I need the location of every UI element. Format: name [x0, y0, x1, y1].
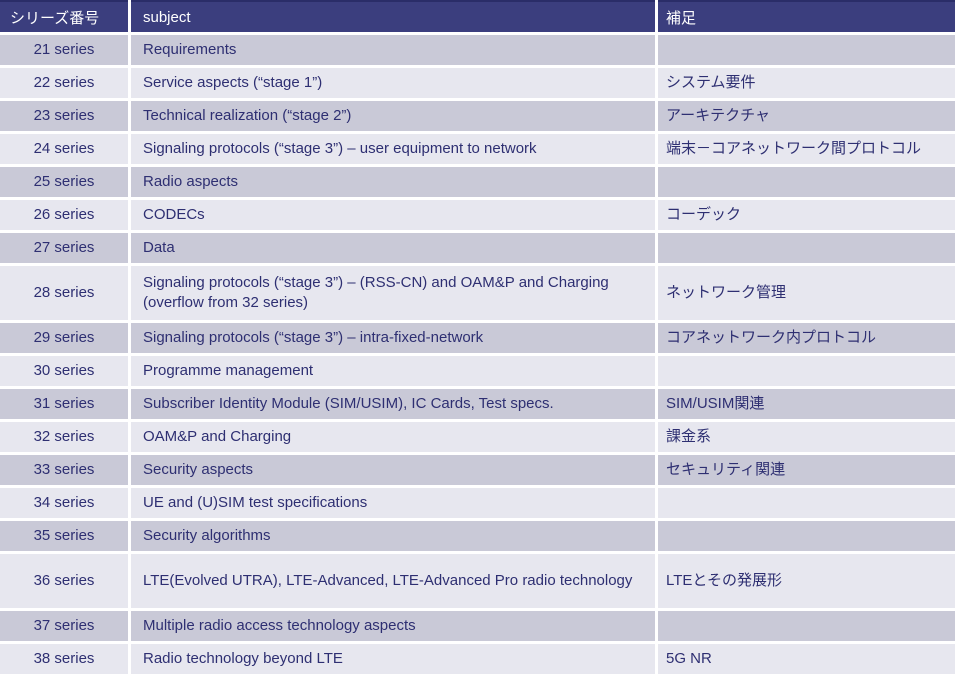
table-row: 36 series LTE(Evolved UTRA), LTE-Advance…: [0, 554, 955, 608]
note-cell: LTEとその発展形: [658, 554, 955, 608]
series-cell: 27 series: [0, 233, 128, 263]
table-body: 21 series Requirements 22 series Service…: [0, 35, 955, 674]
subject-cell: UE and (U)SIM test specifications: [131, 488, 655, 518]
table-row: 33 series Security aspects セキュリティ関連: [0, 455, 955, 485]
subject-cell: Radio technology beyond LTE: [131, 644, 655, 674]
series-cell: 38 series: [0, 644, 128, 674]
series-cell: 23 series: [0, 101, 128, 131]
table-row: 21 series Requirements: [0, 35, 955, 65]
subject-cell: OAM&P and Charging: [131, 422, 655, 452]
table-row: 29 series Signaling protocols (“stage 3”…: [0, 323, 955, 353]
series-cell: 21 series: [0, 35, 128, 65]
note-cell: [658, 521, 955, 551]
series-cell: 33 series: [0, 455, 128, 485]
series-cell: 34 series: [0, 488, 128, 518]
series-cell: 32 series: [0, 422, 128, 452]
note-cell: [658, 488, 955, 518]
series-cell: 31 series: [0, 389, 128, 419]
table-header: シリーズ番号 subject 補足: [0, 0, 955, 32]
subject-cell: Signaling protocols (“stage 3”) – (RSS-C…: [131, 266, 655, 320]
series-cell: 22 series: [0, 68, 128, 98]
note-cell: コアネットワーク内プロトコル: [658, 323, 955, 353]
note-cell: 端末－コアネットワーク間プロトコル: [658, 134, 955, 164]
table-row: 34 series UE and (U)SIM test specificati…: [0, 488, 955, 518]
table-row: 37 series Multiple radio access technolo…: [0, 611, 955, 641]
note-cell: [658, 35, 955, 65]
subject-cell: Technical realization (“stage 2”): [131, 101, 655, 131]
subject-cell: Multiple radio access technology aspects: [131, 611, 655, 641]
series-cell: 26 series: [0, 200, 128, 230]
subject-cell: Programme management: [131, 356, 655, 386]
subject-cell: Security aspects: [131, 455, 655, 485]
note-cell: セキュリティ関連: [658, 455, 955, 485]
table-row: 26 series CODECs コーデック: [0, 200, 955, 230]
table-row: 24 series Signaling protocols (“stage 3”…: [0, 134, 955, 164]
subject-cell: Security algorithms: [131, 521, 655, 551]
subject-cell: Signaling protocols (“stage 3”) – intra-…: [131, 323, 655, 353]
series-cell: 37 series: [0, 611, 128, 641]
table-row: 35 series Security algorithms: [0, 521, 955, 551]
table-row: 32 series OAM&P and Charging 課金系: [0, 422, 955, 452]
subject-cell: Radio aspects: [131, 167, 655, 197]
subject-cell: Signaling protocols (“stage 3”) – user e…: [131, 134, 655, 164]
note-cell: 5G NR: [658, 644, 955, 674]
note-cell: [658, 167, 955, 197]
header-subject: subject: [131, 0, 655, 32]
subject-cell: Requirements: [131, 35, 655, 65]
table-row: 31 series Subscriber Identity Module (SI…: [0, 389, 955, 419]
series-cell: 25 series: [0, 167, 128, 197]
note-cell: [658, 611, 955, 641]
series-cell: 35 series: [0, 521, 128, 551]
header-row: シリーズ番号 subject 補足: [0, 0, 955, 32]
header-note: 補足: [658, 0, 955, 32]
table-row: 38 series Radio technology beyond LTE 5G…: [0, 644, 955, 674]
table-row: 22 series Service aspects (“stage 1”) シス…: [0, 68, 955, 98]
subject-cell: LTE(Evolved UTRA), LTE-Advanced, LTE-Adv…: [131, 554, 655, 608]
subject-cell: Data: [131, 233, 655, 263]
note-cell: [658, 233, 955, 263]
note-cell: [658, 356, 955, 386]
note-cell: アーキテクチャ: [658, 101, 955, 131]
series-cell: 36 series: [0, 554, 128, 608]
note-cell: システム要件: [658, 68, 955, 98]
note-cell: SIM/USIM関連: [658, 389, 955, 419]
table-row: 28 series Signaling protocols (“stage 3”…: [0, 266, 955, 320]
note-cell: コーデック: [658, 200, 955, 230]
table-row: 23 series Technical realization (“stage …: [0, 101, 955, 131]
subject-cell: CODECs: [131, 200, 655, 230]
header-series-number: シリーズ番号: [0, 0, 128, 32]
series-cell: 29 series: [0, 323, 128, 353]
subject-cell: Service aspects (“stage 1”): [131, 68, 655, 98]
subject-cell: Subscriber Identity Module (SIM/USIM), I…: [131, 389, 655, 419]
series-cell: 24 series: [0, 134, 128, 164]
table-row: 30 series Programme management: [0, 356, 955, 386]
series-cell: 28 series: [0, 266, 128, 320]
table-row: 27 series Data: [0, 233, 955, 263]
table-row: 25 series Radio aspects: [0, 167, 955, 197]
note-cell: 課金系: [658, 422, 955, 452]
note-cell: ネットワーク管理: [658, 266, 955, 320]
series-cell: 30 series: [0, 356, 128, 386]
